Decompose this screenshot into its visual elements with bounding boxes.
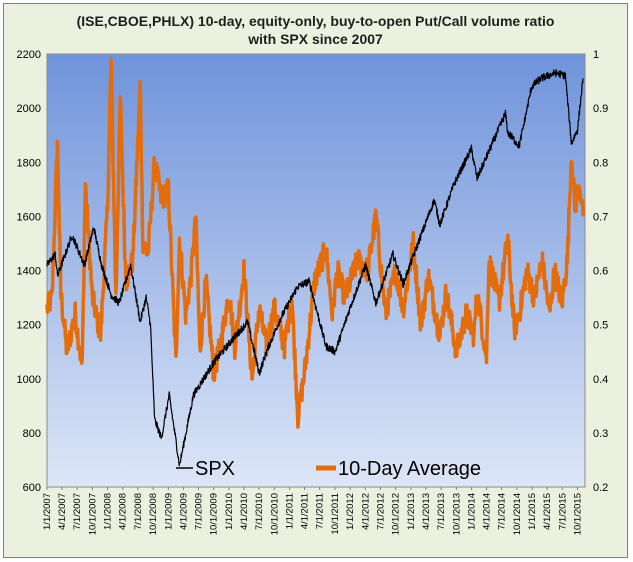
series-putcall-10day-line (45, 57, 585, 429)
right-tick-label: 1 (593, 49, 599, 61)
legend-label-spx: SPX (195, 458, 235, 480)
x-tick-label: 1/1/2013 (406, 493, 417, 530)
left-tick-label: 600 (23, 482, 41, 494)
x-tick-label: 7/1/2014 (497, 493, 508, 530)
x-tick-label: 10/1/2009 (209, 493, 220, 535)
legend-label-putcall: 10-Day Average (338, 458, 481, 480)
x-tick-label: 4/1/2011 (300, 493, 311, 529)
x-tick-label: 10/1/2014 (512, 493, 523, 535)
right-tick-label: 0.2 (593, 482, 608, 494)
series-layer (45, 57, 585, 467)
right-tick-label: 0.7 (593, 211, 608, 223)
series-spx-line (46, 69, 584, 467)
left-tick-label: 1200 (17, 320, 41, 332)
x-tick-label: 1/1/2012 (345, 493, 356, 530)
left-tick-label: 800 (23, 428, 41, 440)
x-tick-label: 4/1/2012 (360, 493, 371, 530)
x-tick-label: 10/1/2011 (330, 493, 341, 535)
x-tick-label: 4/1/2008 (118, 493, 129, 530)
left-tick-label: 2200 (17, 49, 41, 61)
x-tick-label: 1/1/2009 (163, 493, 174, 530)
x-tick-label: 1/1/2008 (103, 493, 114, 530)
left-tick-label: 1800 (17, 157, 41, 169)
legend: SPX 10-Day Average (176, 458, 481, 480)
x-tick-label: 10/1/2013 (451, 493, 462, 535)
x-tick-label: 4/1/2007 (57, 493, 68, 530)
x-tick-label: 7/1/2011 (315, 493, 326, 529)
right-tick-label: 0.9 (593, 103, 608, 115)
x-tick-label: 1/1/2014 (467, 493, 478, 530)
x-tick-label: 7/1/2008 (133, 493, 144, 530)
x-tick-label: 4/1/2009 (178, 493, 189, 530)
left-tick-label: 1000 (17, 374, 41, 386)
x-tick-label: 1/1/2015 (527, 493, 538, 530)
x-axis-ticks: 1/1/2007 4/1/2007 7/1/2007 10/1/2007 1/1/200… (42, 487, 584, 535)
x-tick-label: 7/1/2012 (375, 493, 386, 530)
x-tick-label: 4/1/2014 (482, 493, 493, 530)
x-tick-label: 10/1/2012 (391, 493, 402, 535)
chart-title-line-1: (ISE,CBOE,PHLX) 10-day, equity-only, buy… (76, 13, 555, 29)
x-tick-label: 10/1/2015 (573, 493, 584, 535)
x-tick-label: 7/1/2009 (193, 493, 204, 530)
right-tick-label: 0.3 (593, 428, 608, 440)
chart-title: (ISE,CBOE,PHLX) 10-day, equity-only, buy… (4, 12, 627, 48)
right-tick-label: 0.6 (593, 266, 608, 278)
left-axis-ticks: 600 800 1000 1200 1400 1600 1800 2000 2200 (17, 49, 41, 494)
x-tick-label: 4/1/2013 (421, 493, 432, 530)
x-tick-label: 1/1/2011 (285, 493, 296, 529)
x-tick-label: 4/1/2010 (239, 493, 250, 530)
right-axis-ticks: 0.2 0.3 0.4 0.5 0.6 0.7 0.8 0.9 1 (593, 49, 608, 494)
chart-subtitle: with SPX since 2007 (248, 31, 383, 47)
left-tick-label: 1400 (17, 266, 41, 278)
x-tick-label: 7/1/2013 (436, 493, 447, 530)
x-tick-label: 7/1/2010 (254, 493, 265, 530)
x-tick-label: 10/1/2008 (148, 493, 159, 535)
x-tick-label: 7/1/2007 (72, 493, 83, 530)
right-tick-label: 0.4 (593, 374, 608, 386)
x-tick-label: 7/1/2015 (557, 493, 568, 530)
x-tick-label: 10/1/2010 (269, 493, 280, 535)
x-tick-label: 10/1/2007 (87, 493, 98, 535)
x-tick-label: 1/1/2010 (224, 493, 235, 530)
right-tick-label: 0.8 (593, 157, 608, 169)
left-tick-label: 1600 (17, 211, 41, 223)
x-tick-label: 4/1/2015 (542, 493, 553, 530)
x-tick-label: 1/1/2007 (42, 493, 53, 530)
right-tick-label: 0.5 (593, 320, 608, 332)
left-tick-label: 2000 (17, 103, 41, 115)
